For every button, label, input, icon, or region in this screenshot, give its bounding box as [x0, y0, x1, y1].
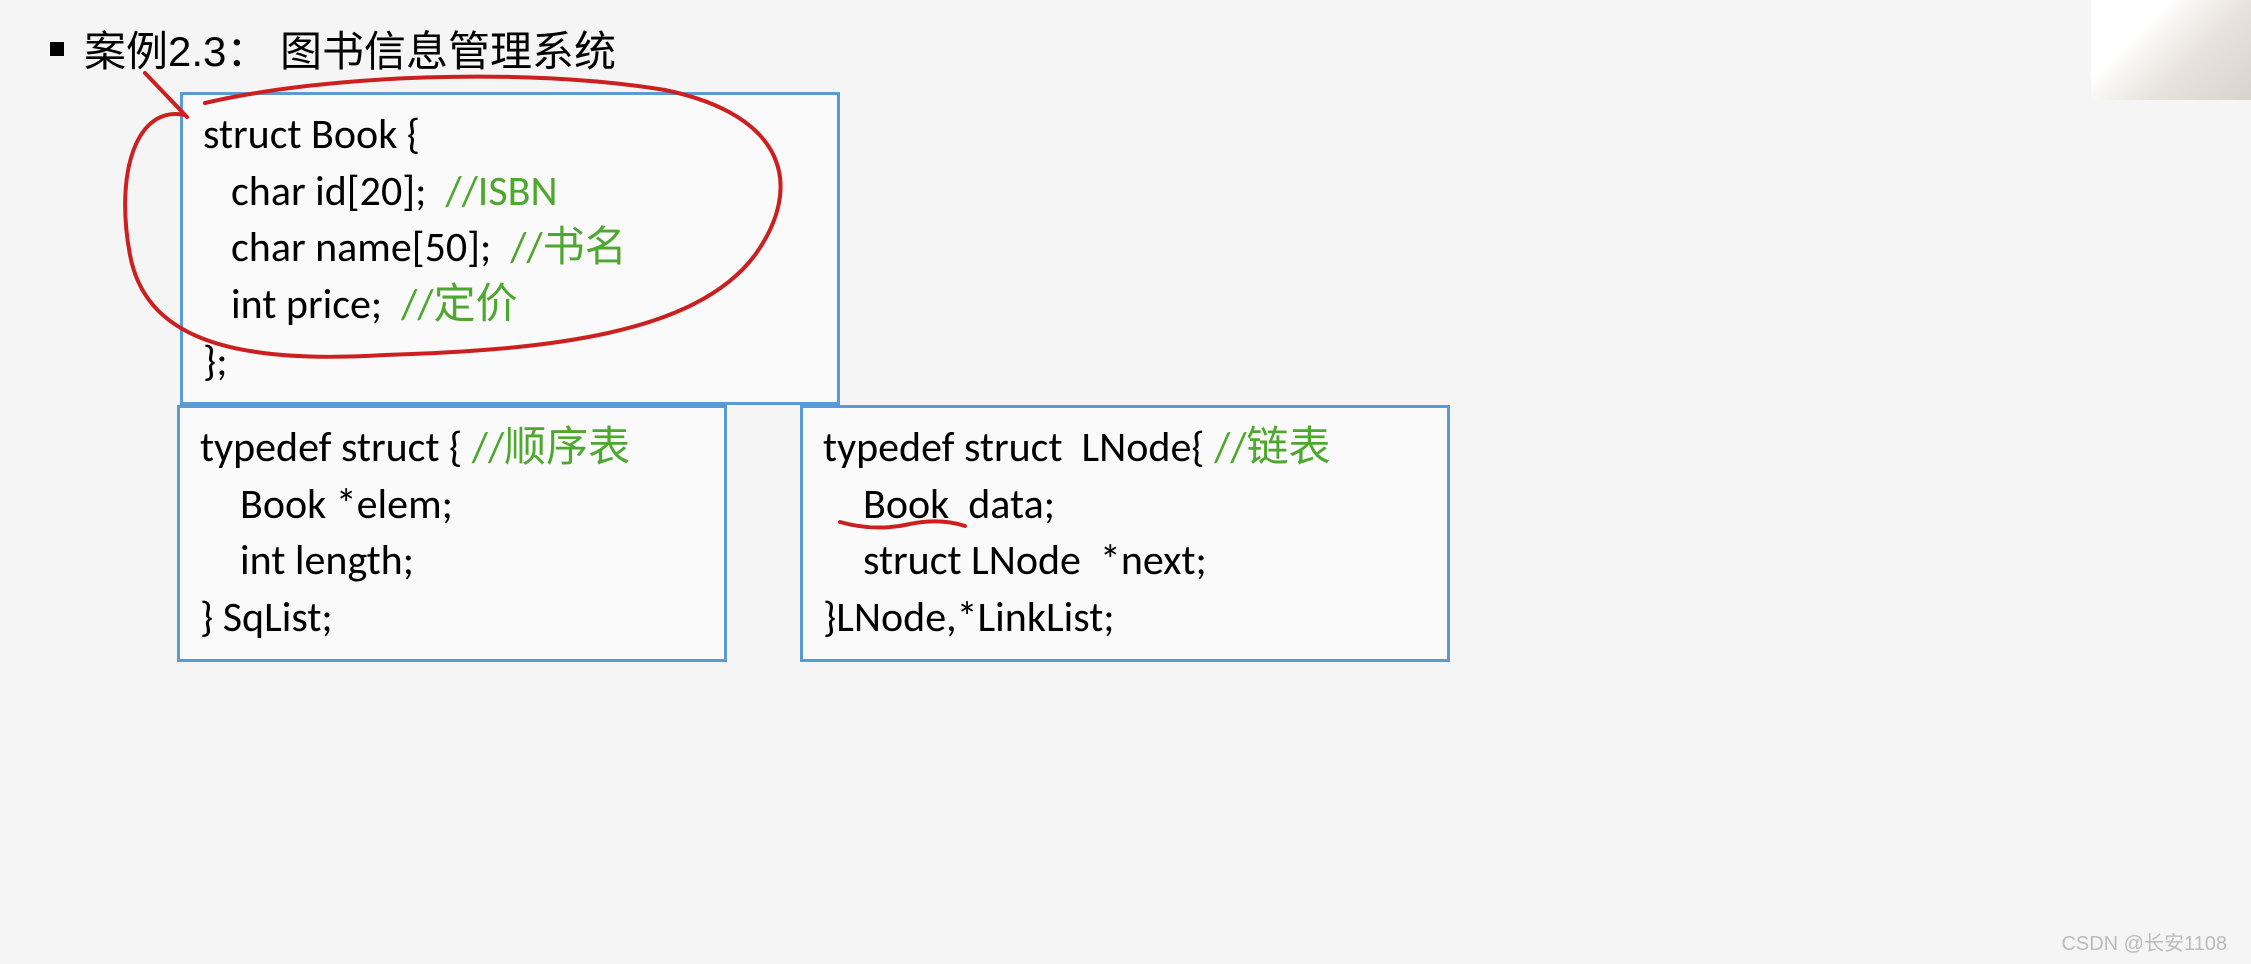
- code-line: struct Book {: [203, 107, 817, 164]
- code-box-book-struct: struct Book { char id[20]; //ISBN char n…: [180, 92, 840, 405]
- code-line: char id[20]; //ISBN: [203, 164, 817, 221]
- code-line: Book data;: [823, 477, 1427, 534]
- watermark: CSDN @长安1108: [2061, 927, 2227, 956]
- code-box-sqlist: typedef struct { //顺序表 Book *elem; int l…: [177, 405, 727, 662]
- code-line: int price; //定价: [203, 277, 817, 334]
- code-line: struct LNode *next;: [823, 533, 1427, 590]
- title-text: 案例2.3： 图书信息管理系统: [84, 18, 616, 79]
- code-line: };: [203, 334, 817, 391]
- code-comment: //链表: [1214, 422, 1330, 473]
- code-line: } SqList;: [200, 590, 704, 647]
- code-line: typedef struct { //顺序表: [200, 420, 704, 477]
- corner-decoration: [2091, 0, 2251, 100]
- code-comment: //书名: [510, 222, 626, 273]
- code-line: Book *elem;: [200, 477, 704, 534]
- code-line: char name[50]; //书名: [203, 220, 817, 277]
- bullet-icon: [50, 42, 64, 56]
- code-line: typedef struct LNode{ //链表: [823, 420, 1427, 477]
- code-comment: //ISBN: [445, 166, 557, 217]
- slide-title: 案例2.3： 图书信息管理系统: [50, 18, 616, 79]
- code-line: }LNode,*LinkList;: [823, 590, 1427, 647]
- code-comment: //定价: [401, 279, 517, 330]
- code-box-lnode: typedef struct LNode{ //链表 Book data; st…: [800, 405, 1450, 662]
- code-comment: //顺序表: [472, 422, 630, 473]
- code-line: int length;: [200, 533, 704, 590]
